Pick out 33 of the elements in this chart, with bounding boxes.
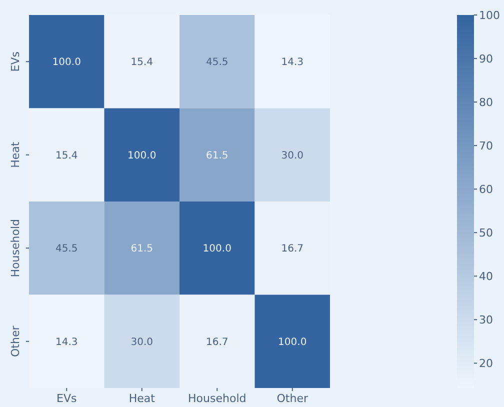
color-bar-label: 100 <box>479 8 500 22</box>
data-label: 15.4 <box>130 57 154 68</box>
y-tick-label: EVs <box>9 51 22 72</box>
x-tick-label: Other <box>276 392 308 405</box>
data-label: 14.3 <box>55 336 78 348</box>
data-label: 100.0 <box>278 336 307 348</box>
color-bar-label: 30 <box>479 314 493 327</box>
y-tick-label: Heat <box>9 141 22 168</box>
data-label: 16.7 <box>206 336 228 348</box>
data-label: 100.0 <box>52 57 81 68</box>
color-bar-label: 90 <box>479 52 493 66</box>
color-bar-label: 20 <box>479 357 493 370</box>
data-label: 15.4 <box>55 150 78 162</box>
color-bar-label: 80 <box>479 96 493 109</box>
data-label: 45.5 <box>206 57 228 68</box>
data-label: 45.5 <box>55 244 78 255</box>
x-tick-label: EVs <box>56 392 77 405</box>
color-bar-label: 50 <box>479 226 493 240</box>
data-label: 61.5 <box>130 244 154 255</box>
data-label: 14.3 <box>281 57 304 68</box>
color-bar-label: 60 <box>479 182 493 196</box>
data-label: 61.5 <box>206 150 228 162</box>
x-tick-label: Heat <box>128 392 156 405</box>
data-label: 30.0 <box>130 336 154 348</box>
data-label: 100.0 <box>202 244 232 255</box>
color-bar-label: 70 <box>479 139 493 152</box>
x-tick-label: Household <box>188 392 246 405</box>
y-tick-label: Household <box>9 219 22 278</box>
data-label: 100.0 <box>128 150 156 162</box>
data-label: 30.0 <box>281 150 304 162</box>
color-bar-label: 40 <box>479 270 493 283</box>
y-tick-label: Other <box>9 325 22 357</box>
data-label: 16.7 <box>281 244 304 255</box>
